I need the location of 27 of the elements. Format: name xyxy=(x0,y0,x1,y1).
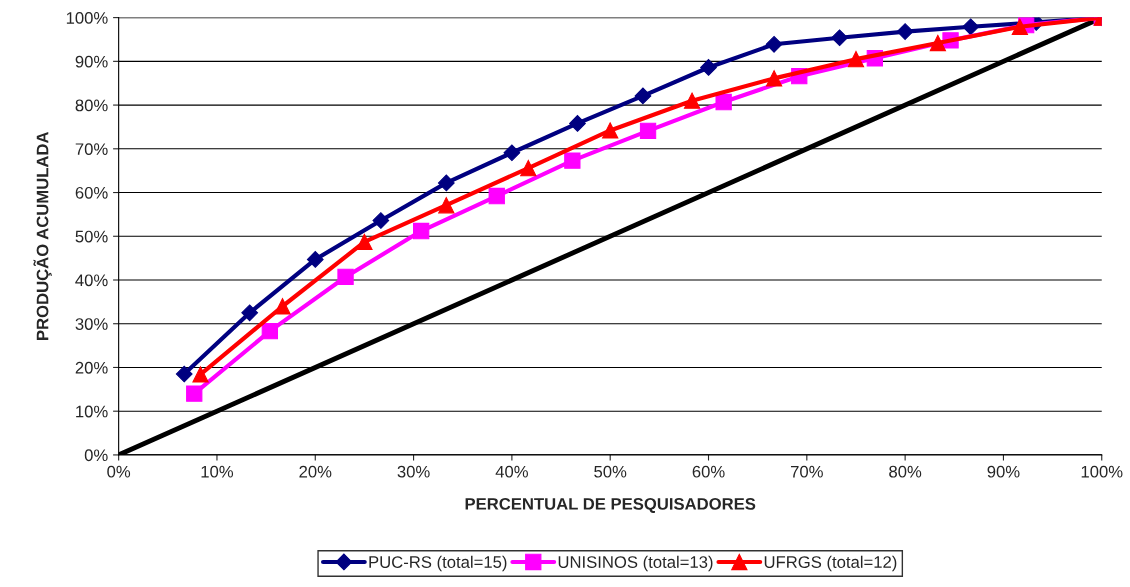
legend-label: PUC-RS (total=15) xyxy=(369,555,507,572)
x-axis-title: PERCENTUAL DE PESQUISADORES xyxy=(465,497,756,513)
y-tick-label: 80% xyxy=(75,99,108,112)
x-tick-label: 60% xyxy=(692,465,725,478)
x-tick-label: 90% xyxy=(987,465,1020,478)
y-tick-label: 50% xyxy=(75,230,108,243)
y-tick-label: 20% xyxy=(75,361,108,374)
x-tick-label: 20% xyxy=(299,465,332,478)
y-tick-label: 0% xyxy=(84,449,108,462)
x-tick-label: 70% xyxy=(791,465,823,478)
y-tick-label: 40% xyxy=(75,274,108,287)
x-tick-label: 50% xyxy=(594,465,627,478)
x-tick-label: 10% xyxy=(201,465,234,478)
legend-label: UNISINOS (total=13) xyxy=(558,555,713,572)
x-tick-label: 80% xyxy=(889,465,922,478)
y-axis-title: PRODUÇÃO ACUMULADA xyxy=(33,131,52,340)
x-tick-label: 40% xyxy=(495,465,528,478)
y-tick-label: 70% xyxy=(75,143,108,156)
y-tick-label: 100% xyxy=(66,12,108,24)
y-tick-label: 90% xyxy=(75,55,108,68)
y-tick-label: 30% xyxy=(75,318,108,330)
x-tick-label: 30% xyxy=(397,465,430,478)
y-tick-label: 60% xyxy=(75,186,108,199)
legend-label: UFRGS (total=12) xyxy=(764,555,897,572)
y-tick-label: 10% xyxy=(76,405,108,418)
x-tick-label: 0% xyxy=(107,465,131,478)
x-tick-label: 100% xyxy=(1081,465,1123,478)
